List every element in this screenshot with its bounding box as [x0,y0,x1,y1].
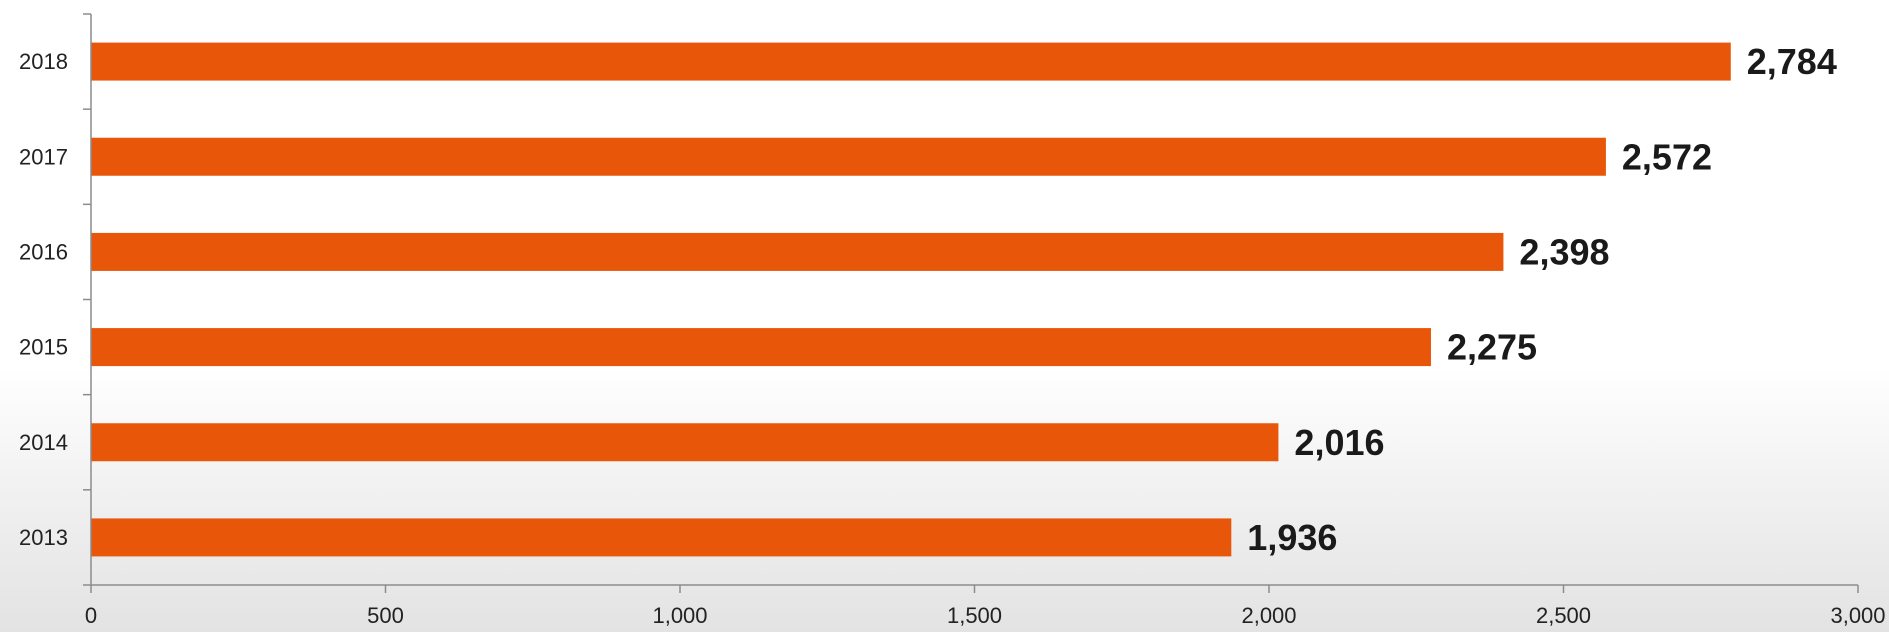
data-label-2014: 2,016 [1294,422,1384,463]
y-tick-label-2015: 2015 [19,335,68,360]
x-tick-label-2500: 2,500 [1536,603,1591,628]
x-tick-label-0: 0 [85,603,97,628]
x-tick-label-2000: 2,000 [1241,603,1296,628]
y-axis: 2013 2014 2015 2016 2017 2018 [19,13,92,586]
data-label-2013: 1,936 [1247,517,1337,558]
bar-2016 [91,232,1504,271]
data-label-2016: 2,398 [1519,231,1609,272]
x-axis: 0 500 1,000 1,500 2,000 2,500 3,000 [85,584,1886,628]
bar-2015 [91,328,1431,367]
data-label-2017: 2,572 [1622,136,1712,177]
bar-2017 [91,137,1606,176]
x-tick-label-3000: 3,000 [1830,603,1885,628]
bar-2014 [91,423,1279,462]
data-labels-group: 1,936 2,016 2,275 2,398 2,572 2,784 [1247,41,1837,558]
y-tick-label-2014: 2014 [19,430,68,455]
x-tick-label-1000: 1,000 [652,603,707,628]
y-tick-label-2013: 2013 [19,525,68,550]
bar-2013 [91,518,1232,557]
bars-group [91,42,1731,557]
x-tick-label-1500: 1,500 [947,603,1002,628]
y-tick-label-2018: 2018 [19,49,68,74]
bar-2018 [91,42,1731,81]
data-label-2015: 2,275 [1447,327,1537,368]
y-tick-label-2017: 2017 [19,144,68,169]
data-label-2018: 2,784 [1747,41,1837,82]
y-tick-label-2016: 2016 [19,239,68,264]
x-tick-label-500: 500 [367,603,404,628]
